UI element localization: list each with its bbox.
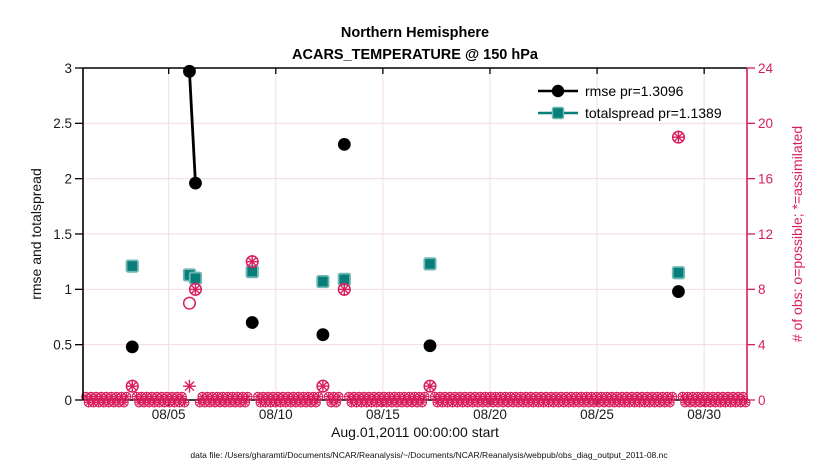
- rmse-point: [125, 340, 139, 354]
- chart-title: Northern Hemisphere: [340, 25, 490, 41]
- y-tick-label-left: 2.5: [53, 116, 72, 131]
- x-tick-label: 08/30: [687, 407, 721, 422]
- legend: rmse pr=1.3096 totalspread pr=1.1389: [537, 83, 722, 127]
- legend-marker-rmse-icon: [537, 83, 579, 99]
- y-tick-label-right: 4: [758, 337, 766, 352]
- obs-assimilated-marker: [317, 381, 328, 392]
- y-tick-label-left: 0: [64, 393, 72, 408]
- obs-assimilated-marker: [127, 381, 138, 392]
- chart-subtitle: ACARS_TEMPERATURE @ 150 hPa: [292, 46, 538, 63]
- obs-assimilated-marker: [247, 256, 258, 267]
- y-axis-label-left: rmse and totalspread: [28, 168, 44, 300]
- rmse-point: [189, 176, 202, 190]
- zero-obs-marker: [180, 398, 189, 407]
- y-tick-label-right: 12: [758, 227, 773, 242]
- obs-assimilated-marker: [673, 132, 684, 143]
- rmse-point: [423, 339, 437, 353]
- y-tick-label-left: 1: [64, 282, 72, 297]
- rmse-point: [245, 316, 259, 329]
- totalspread-point: [423, 257, 437, 271]
- obs-assimilated-marker: [339, 284, 350, 295]
- chart-titles: Northern Hemisphere ACARS_TEMPERATURE @ …: [0, 23, 830, 66]
- y-tick-label-right: 8: [758, 282, 766, 297]
- legend-marker-totalspread-icon: [537, 105, 579, 121]
- y-tick-label-left: 1.5: [53, 227, 72, 242]
- x-tick-label: 08/15: [366, 407, 400, 422]
- x-tick-label: 08/05: [152, 407, 186, 422]
- obs-assimilated-marker: [184, 381, 195, 392]
- x-axis-label: Aug.01,2011 00:00:00 start: [331, 424, 499, 440]
- y-tick-label-right: 24: [758, 61, 774, 76]
- totalspread-point: [671, 266, 686, 280]
- zero-obs-marker: [332, 398, 340, 407]
- zero-obs-marker: [312, 398, 320, 407]
- y-tick-label-right: 16: [758, 171, 773, 186]
- y-tick-label-left: 0.5: [53, 337, 72, 352]
- zero-obs-marker: [241, 398, 249, 407]
- totalspread-point: [125, 259, 139, 273]
- legend-item-totalspread: totalspread pr=1.1389: [537, 105, 722, 121]
- obs-assimilated-marker: [424, 381, 436, 392]
- totalspread-point: [188, 271, 203, 285]
- totalspread-point: [316, 274, 330, 289]
- legend-item-rmse: rmse pr=1.3096: [537, 83, 722, 99]
- y-tick-label-left: 3: [64, 61, 72, 76]
- data-file-caption: data file: /Users/gharamti/Documents/NCA…: [190, 450, 668, 460]
- rmse-point: [316, 328, 330, 342]
- obs-assimilated-marker: [190, 284, 201, 295]
- obs-possible-marker: [182, 296, 197, 310]
- y-tick-label-left: 2: [64, 171, 72, 186]
- x-tick-label: 08/25: [580, 407, 614, 422]
- rmse-line: [188, 71, 197, 184]
- x-tick-label: 08/10: [259, 407, 293, 422]
- legend-label-totalspread: totalspread pr=1.1389: [585, 105, 722, 121]
- rmse-point: [337, 137, 351, 151]
- x-tick-label: 08/20: [473, 407, 507, 422]
- rmse-point: [672, 285, 685, 298]
- y-tick-label-right: 0: [758, 393, 766, 408]
- y-axis-label-right: # of obs: o=possible; *=assimilated: [789, 125, 805, 343]
- legend-label-rmse: rmse pr=1.3096: [585, 83, 684, 99]
- y-tick-label-right: 20: [758, 116, 773, 131]
- zero-obs-marker: [666, 398, 674, 407]
- zero-obs-marker: [120, 398, 128, 407]
- zero-obs-marker: [418, 398, 426, 407]
- rmse-point: [183, 64, 196, 78]
